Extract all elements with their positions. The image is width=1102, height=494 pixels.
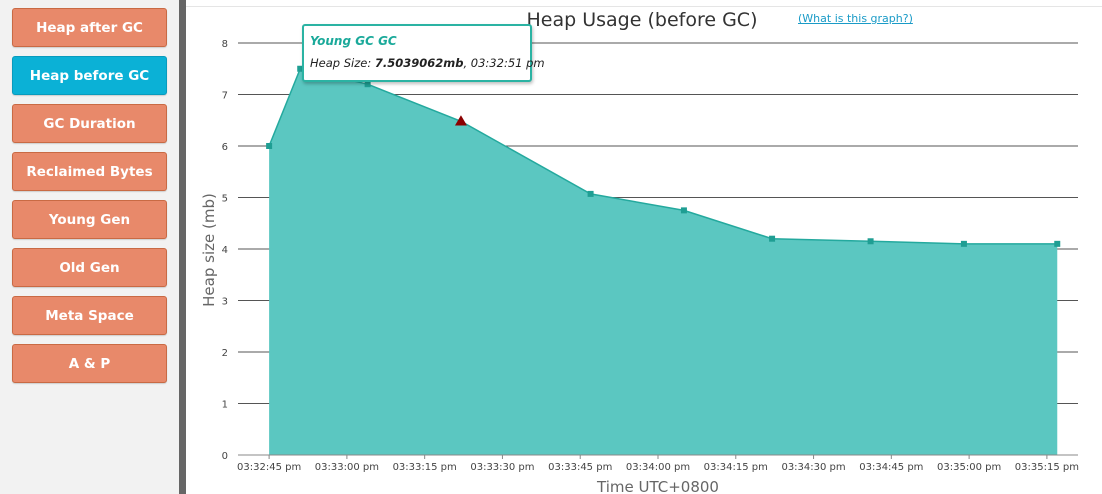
meta-space-button[interactable]: Meta Space — [12, 296, 167, 335]
tooltip-time: 03:32:51 pm — [470, 56, 545, 70]
reclaimed-bytes-button[interactable]: Reclaimed Bytes — [12, 152, 167, 191]
area-series — [268, 67, 1058, 455]
old-gen-button[interactable]: Old Gen — [12, 248, 167, 287]
axes: 0 1 2 3 4 5 6 7 8 03:32:45 pm 03:33:00 pm 03:33:15 … — [222, 39, 1079, 473]
y-axis-label: Heap size (mb) — [200, 193, 218, 307]
y-tick-label: 4 — [222, 245, 228, 256]
x-tick-label: 03:34:15 pm — [704, 462, 768, 473]
y-tick-label: 7 — [222, 91, 228, 102]
x-tick-label: 03:33:15 pm — [393, 462, 457, 473]
tooltip-value: 7.5039062mb — [374, 56, 464, 70]
x-tick-label: 03:34:00 pm — [626, 462, 690, 473]
x-tick-label: 03:32:45 pm — [237, 462, 301, 473]
heap-before-gc-button[interactable]: Heap before GC — [12, 56, 167, 95]
tooltip-label: Heap Size: — [310, 56, 372, 70]
y-tick-label: 6 — [222, 142, 228, 153]
x-tick-label: 03:34:30 pm — [781, 462, 845, 473]
x-tick-label: 03:33:00 pm — [315, 462, 379, 473]
data-point — [297, 65, 304, 72]
top-divider — [186, 6, 1102, 7]
tooltip-title: Young GC GC — [310, 34, 397, 48]
heap-after-gc-button[interactable]: Heap after GC — [12, 8, 167, 47]
x-tick-label: 03:33:30 pm — [470, 462, 534, 473]
area-fill — [269, 68, 1058, 455]
x-axis-label: Time UTC+0800 — [596, 478, 719, 494]
y-tick-label: 3 — [222, 297, 228, 308]
tooltip-body: Heap Size: 7.5039062mb, 03:32:51 pm — [310, 56, 545, 70]
chart-tooltip: Young GC GC Heap Size: 7.5039062mb, 03:3… — [302, 24, 545, 82]
y-tick-label: 1 — [222, 400, 228, 411]
y-tick-label: 0 — [222, 451, 228, 462]
young-gen-button[interactable]: Young Gen — [12, 200, 167, 239]
a-and-p-button[interactable]: A & P — [12, 344, 167, 383]
x-tick-label: 03:35:15 pm — [1015, 462, 1079, 473]
y-tick-label: 8 — [222, 39, 228, 50]
y-tick-label: 2 — [222, 348, 228, 359]
x-tick-label: 03:35:00 pm — [937, 462, 1001, 473]
data-points — [266, 65, 1061, 247]
data-point — [960, 240, 967, 247]
highlighted-data-point — [454, 115, 467, 126]
y-tick-label: 5 — [222, 194, 228, 205]
data-point — [266, 143, 273, 149]
what-is-this-graph-link[interactable]: (What is this graph?) — [798, 12, 913, 25]
data-point — [1054, 240, 1061, 247]
sidebar-divider — [179, 0, 186, 494]
data-point — [680, 207, 687, 214]
x-tick-label: 03:33:45 pm — [548, 462, 612, 473]
chart-title: Heap Usage (before GC) — [527, 9, 758, 31]
gc-duration-button[interactable]: GC Duration — [12, 104, 167, 143]
data-point — [867, 238, 874, 245]
data-point — [769, 235, 776, 242]
data-point — [587, 190, 594, 197]
data-point — [364, 81, 371, 88]
x-tick-label: 03:34:45 pm — [859, 462, 923, 473]
sidebar: Heap after GC Heap before GC GC Duration… — [0, 0, 179, 494]
